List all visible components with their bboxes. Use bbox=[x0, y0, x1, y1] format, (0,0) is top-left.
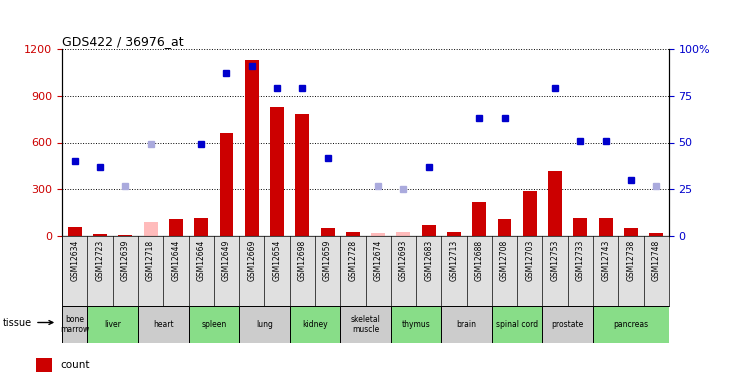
Text: GSM12634: GSM12634 bbox=[70, 240, 79, 281]
Text: brain: brain bbox=[457, 320, 477, 329]
Bar bbox=[649, 233, 663, 236]
Bar bbox=[391, 306, 442, 343]
Bar bbox=[371, 233, 385, 236]
Bar bbox=[88, 306, 138, 343]
Bar bbox=[295, 114, 309, 236]
Bar bbox=[396, 231, 410, 236]
Text: GSM12708: GSM12708 bbox=[500, 240, 509, 281]
Bar bbox=[245, 60, 259, 236]
Bar bbox=[138, 306, 189, 343]
Bar bbox=[270, 106, 284, 236]
Text: GSM12674: GSM12674 bbox=[374, 240, 382, 281]
Text: GSM12664: GSM12664 bbox=[197, 240, 205, 281]
Bar bbox=[118, 235, 132, 236]
Bar bbox=[548, 171, 562, 236]
Bar bbox=[447, 232, 461, 236]
Bar bbox=[593, 306, 669, 343]
Text: liver: liver bbox=[105, 320, 121, 329]
Text: prostate: prostate bbox=[552, 320, 584, 329]
Text: GSM12738: GSM12738 bbox=[626, 240, 635, 281]
Text: GSM12698: GSM12698 bbox=[298, 240, 307, 281]
Text: GSM12683: GSM12683 bbox=[424, 240, 433, 281]
Bar bbox=[340, 306, 391, 343]
Text: spinal cord: spinal cord bbox=[496, 320, 538, 329]
Bar bbox=[37, 358, 52, 372]
Bar bbox=[321, 228, 335, 236]
Bar bbox=[542, 306, 593, 343]
Bar bbox=[219, 133, 233, 236]
Bar bbox=[346, 231, 360, 236]
Text: GSM12718: GSM12718 bbox=[146, 240, 155, 281]
Bar bbox=[189, 306, 239, 343]
Text: GSM12669: GSM12669 bbox=[247, 240, 257, 281]
Text: count: count bbox=[61, 360, 91, 370]
Text: GSM12654: GSM12654 bbox=[273, 240, 281, 281]
Text: kidney: kidney bbox=[302, 320, 327, 329]
Text: GSM12743: GSM12743 bbox=[601, 240, 610, 281]
Text: GSM12753: GSM12753 bbox=[550, 240, 560, 281]
Text: GSM12688: GSM12688 bbox=[474, 240, 484, 281]
Text: bone
marrow: bone marrow bbox=[60, 315, 89, 334]
Text: heart: heart bbox=[153, 320, 173, 329]
Text: tissue: tissue bbox=[3, 318, 53, 327]
Text: GSM12639: GSM12639 bbox=[121, 240, 130, 281]
Text: GSM12748: GSM12748 bbox=[652, 240, 661, 281]
Text: lung: lung bbox=[256, 320, 273, 329]
Bar bbox=[194, 217, 208, 236]
Bar bbox=[93, 234, 107, 236]
Text: spleen: spleen bbox=[201, 320, 227, 329]
Text: GSM12728: GSM12728 bbox=[349, 240, 357, 281]
Text: GSM12659: GSM12659 bbox=[323, 240, 332, 281]
Bar bbox=[289, 306, 340, 343]
Bar bbox=[523, 191, 537, 236]
Text: GSM12703: GSM12703 bbox=[526, 240, 534, 281]
Text: GSM12644: GSM12644 bbox=[171, 240, 181, 281]
Text: GSM12723: GSM12723 bbox=[96, 240, 105, 281]
Bar bbox=[492, 306, 542, 343]
Text: GSM12693: GSM12693 bbox=[399, 240, 408, 281]
Bar bbox=[573, 218, 587, 236]
Bar bbox=[498, 219, 512, 236]
Text: GDS422 / 36976_at: GDS422 / 36976_at bbox=[62, 34, 183, 48]
Bar bbox=[472, 202, 486, 236]
Bar bbox=[144, 222, 158, 236]
Bar bbox=[624, 228, 638, 236]
Bar bbox=[68, 227, 82, 236]
Text: thymus: thymus bbox=[402, 320, 431, 329]
Text: GSM12649: GSM12649 bbox=[222, 240, 231, 281]
Bar bbox=[599, 218, 613, 236]
Bar bbox=[422, 225, 436, 236]
Text: pancreas: pancreas bbox=[613, 320, 648, 329]
Bar bbox=[62, 306, 88, 343]
Bar bbox=[169, 219, 183, 236]
Text: GSM12713: GSM12713 bbox=[450, 240, 458, 281]
Text: GSM12733: GSM12733 bbox=[576, 240, 585, 281]
Bar bbox=[442, 306, 492, 343]
Text: skeletal
muscle: skeletal muscle bbox=[351, 315, 380, 334]
Bar bbox=[239, 306, 289, 343]
